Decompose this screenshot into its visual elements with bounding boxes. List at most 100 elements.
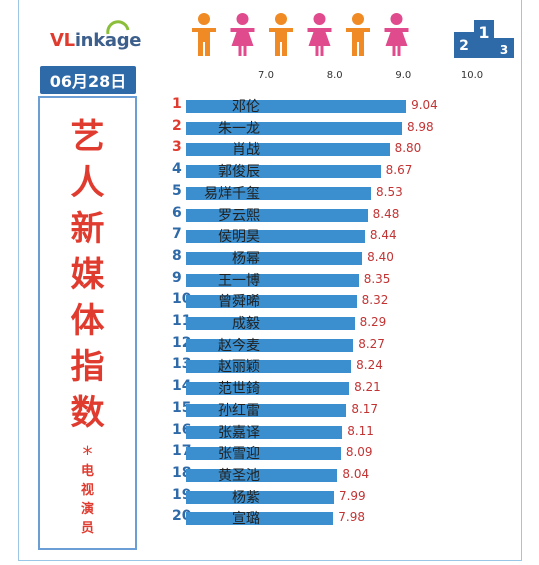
rank-number: 3 [172,139,182,156]
subtitle-char: 员 [80,521,94,536]
value-label: 8.80 [394,141,422,156]
bar [186,468,338,482]
artist-name: 杨幂 [232,250,260,267]
bar [186,186,372,200]
bar [186,273,359,287]
artist-name: 杨紫 [232,489,260,506]
value-label: 8.21 [354,380,381,395]
value-label: 8.17 [351,401,379,416]
bar [186,403,347,417]
title-char: 数 [70,393,105,433]
female-person-icon [230,13,255,56]
artist-name: 宣璐 [232,511,260,528]
male-person-icon [346,13,370,56]
bar [186,165,381,179]
artist-name: 郭俊辰 [218,164,260,181]
bar [186,447,341,461]
podium-first-label: 1 [478,23,489,42]
rank-number: 2 [172,117,182,134]
value-label: 8.40 [367,249,394,264]
value-label: 8.24 [356,358,383,373]
artist-name: 范世錡 [218,381,260,398]
x-tick-label: 8.0 [326,70,343,81]
bar [186,360,352,374]
bar [186,295,357,309]
podium-third-label: 3 [500,43,508,57]
artist-name: 肖战 [232,142,260,159]
artist-name: 易烊千玺 [204,185,260,202]
value-label: 7.99 [338,488,366,503]
value-label: 8.48 [372,206,400,221]
bar [186,121,402,135]
bar [186,317,355,330]
female-person-icon [384,13,409,56]
subtitle-char: 演 [80,502,94,517]
artist-name: 黄圣池 [218,467,260,484]
bar [186,338,354,352]
artist-name: 张雪迎 [218,446,260,463]
rank-number: 7 [172,226,182,243]
podium-icon: 2 1 3 [454,20,514,58]
male-person-icon [269,13,293,56]
bar [186,382,350,396]
x-tick-label: 9.0 [395,70,412,81]
title-char: 媒 [70,255,105,295]
artist-name: 成毅 [232,316,260,332]
artist-name: 朱一龙 [218,120,260,137]
title-char: 新 [70,209,105,249]
people-icons [192,13,409,56]
star-mark: * [82,442,93,466]
value-label: 7.98 [338,510,365,525]
subtitle-char: 视 [80,483,94,498]
artist-name: 赵丽颖 [218,359,260,376]
bar [186,208,368,222]
value-label: 8.29 [359,315,387,329]
bar [186,251,363,265]
bar [186,143,390,157]
chart-frame [18,0,522,561]
value-label: 9.04 [411,98,438,112]
rank-number: 8 [172,247,182,264]
bar [186,490,334,504]
value-label: 8.98 [406,119,434,134]
value-label: 8.09 [345,445,373,460]
x-axis: 7.0 8.0 9.0 10.0 [0,70,539,86]
title-panel: 艺 人 新 媒 体 指 数 * 电 视 演 员 [38,96,137,550]
rank-number: 1 [172,96,182,112]
value-label: 8.67 [385,163,413,178]
male-person-icon [192,13,216,56]
x-tick-label: 7.0 [258,70,274,81]
rank-number: 6 [172,204,182,221]
artist-name: 孙红雷 [218,402,260,419]
logo-text: inkage [74,30,142,51]
artist-name: 邓伦 [232,99,260,115]
rank-number: 9 [172,269,182,286]
subtitle-char: 电 [80,464,94,479]
value-label: 8.11 [347,423,374,438]
rank-number: 4 [172,161,182,178]
artist-name: 罗云熙 [218,207,260,224]
rank-number: 5 [172,182,182,199]
female-person-icon [307,13,332,56]
artist-name: 张嘉译 [218,424,260,441]
artist-name: 侯明昊 [218,229,260,246]
logo-vl: VL [50,30,75,51]
artist-name: 赵今麦 [218,337,260,354]
value-label: 8.32 [361,293,389,308]
brand-logo: VLinkage [50,30,142,51]
bar [186,100,407,113]
bar [186,512,334,526]
title-char: 体 [70,301,105,341]
value-label: 8.27 [358,336,385,351]
date-badge: 06月28日 [40,66,136,94]
artist-name: 曾舜晞 [218,294,260,311]
title-char: 指 [70,347,105,387]
title-char: 艺 [70,117,105,157]
value-label: 8.35 [363,271,391,286]
artist-name: 王一博 [218,272,260,289]
bar [186,230,365,244]
value-label: 8.04 [342,466,370,481]
title-char: 人 [70,163,105,203]
podium-second-label: 2 [459,38,469,54]
